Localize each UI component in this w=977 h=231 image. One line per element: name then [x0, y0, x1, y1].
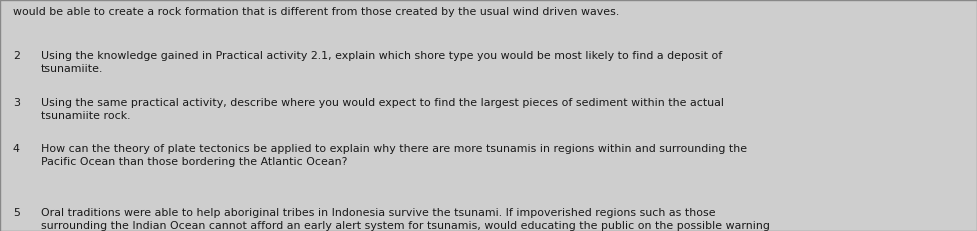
Text: Using the knowledge gained in Practical activity 2.1, explain which shore type y: Using the knowledge gained in Practical … — [41, 51, 722, 74]
Text: Oral traditions were able to help aboriginal tribes in Indonesia survive the tsu: Oral traditions were able to help aborig… — [41, 208, 770, 231]
Text: How can the theory of plate tectonics be applied to explain why there are more t: How can the theory of plate tectonics be… — [41, 144, 747, 167]
Text: 5: 5 — [13, 208, 20, 218]
Text: 4: 4 — [13, 144, 20, 154]
Text: 3: 3 — [13, 98, 20, 108]
Text: Using the same practical activity, describe where you would expect to find the l: Using the same practical activity, descr… — [41, 98, 724, 121]
Text: would be able to create a rock formation that is different from those created by: would be able to create a rock formation… — [13, 7, 619, 17]
Text: 2: 2 — [13, 51, 20, 61]
